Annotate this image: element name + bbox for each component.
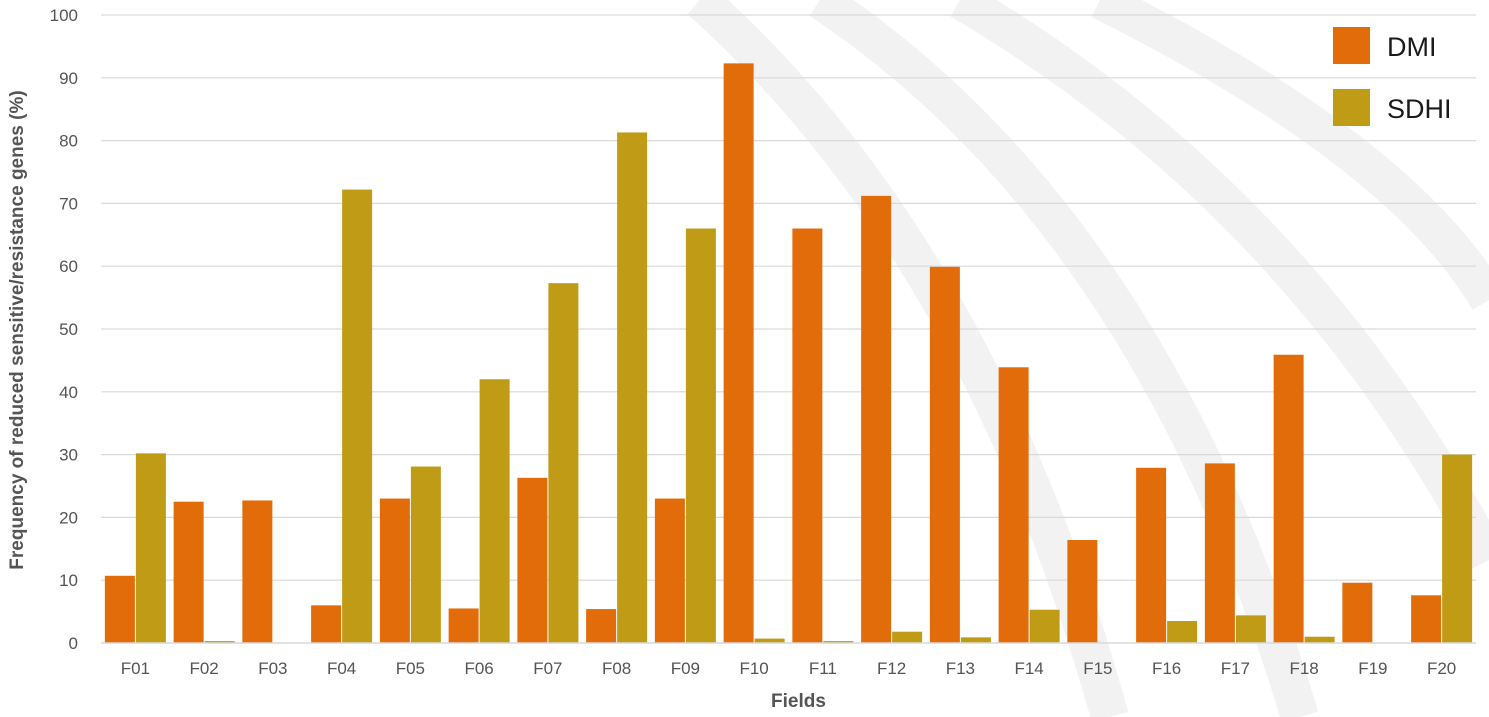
bars	[104, 63, 1473, 644]
legend-swatch-sdhi	[1333, 89, 1370, 126]
legend-label-dmi: DMI	[1387, 32, 1437, 62]
x-tick-label: F18	[1289, 659, 1318, 678]
x-axis-title: Fields	[771, 691, 826, 712]
x-tick-label: F14	[1014, 659, 1043, 678]
bar-sdhi-f06	[479, 379, 510, 643]
x-tick-label: F16	[1152, 659, 1181, 678]
bar-dmi-f19	[1342, 582, 1373, 643]
watermark-arc	[950, 0, 1489, 569]
bar-sdhi-f12	[892, 631, 923, 643]
bar-dmi-f06	[448, 608, 479, 643]
x-tick-label: F05	[396, 659, 425, 678]
watermark-arc	[687, 0, 1129, 717]
bar-dmi-f18	[1273, 354, 1304, 643]
x-tick-label: F04	[327, 659, 356, 678]
watermark-arc	[809, 0, 1319, 717]
bar-dmi-f05	[379, 498, 410, 643]
y-tick-label: 30	[59, 446, 78, 465]
bar-dmi-f03	[242, 500, 273, 643]
bar-sdhi-f11	[823, 641, 854, 643]
bar-dmi-f16	[1136, 467, 1167, 643]
bar-sdhi-f14	[1029, 609, 1060, 643]
bar-sdhi-f07	[548, 283, 579, 643]
bar-dmi-f20	[1411, 595, 1442, 643]
bar-dmi-f07	[517, 477, 548, 643]
y-tick-label: 0	[69, 634, 78, 653]
bar-dmi-f13	[929, 266, 960, 643]
x-tick-label: F01	[121, 659, 150, 678]
bar-sdhi-f08	[617, 132, 648, 643]
x-tick-label: F07	[533, 659, 562, 678]
x-tick-label: F03	[258, 659, 287, 678]
x-axis-ticks: F01 F02 F03 F04 F05 F06 F07 F08 F09 F10 F11 F12 F13 F…	[121, 659, 1457, 678]
legend: DMI SDHI	[1333, 27, 1452, 126]
bar-dmi-f02	[173, 501, 204, 643]
bar-sdhi-f02	[204, 641, 235, 643]
y-tick-label: 40	[59, 383, 78, 402]
bar-dmi-f09	[654, 498, 685, 643]
bar-sdhi-f17	[1235, 615, 1266, 643]
bar-dmi-f11	[792, 228, 823, 643]
bar-sdhi-f10	[754, 638, 785, 643]
x-tick-label: F17	[1221, 659, 1250, 678]
bar-sdhi-f05	[410, 466, 441, 643]
bar-sdhi-f01	[135, 453, 166, 643]
y-tick-label: 100	[50, 6, 78, 25]
x-tick-label: F11	[809, 659, 837, 678]
x-tick-label: F09	[671, 659, 700, 678]
bar-dmi-f10	[723, 63, 754, 643]
x-tick-label: F02	[189, 659, 218, 678]
bar-dmi-f12	[861, 195, 892, 643]
bar-sdhi-f09	[685, 228, 716, 643]
x-tick-label: F12	[877, 659, 906, 678]
bar-dmi-f14	[998, 367, 1029, 643]
y-tick-label: 70	[59, 194, 78, 213]
y-axis-title: Frequency of reduced sensitive/resistanc…	[7, 90, 28, 569]
gridlines	[101, 14, 1476, 581]
x-tick-label: F19	[1358, 659, 1387, 678]
bar-dmi-f17	[1204, 463, 1235, 643]
x-tick-label: F20	[1427, 659, 1456, 678]
legend-label-sdhi: SDHI	[1387, 94, 1452, 124]
bar-sdhi-f16	[1167, 621, 1198, 643]
legend-swatch-dmi	[1333, 27, 1370, 64]
y-tick-label: 20	[59, 508, 78, 527]
watermark-arc	[1091, 0, 1489, 310]
x-tick-label: F13	[946, 659, 975, 678]
bar-dmi-f04	[311, 605, 342, 643]
bar-sdhi-f18	[1304, 636, 1335, 643]
y-axis-ticks: 0 10 20 30 40 50 60 70 80 90 100	[50, 6, 78, 653]
x-tick-label: F15	[1083, 659, 1112, 678]
bar-sdhi-f13	[960, 637, 991, 643]
y-tick-label: 50	[59, 320, 78, 339]
x-tick-label: F10	[739, 659, 768, 678]
x-tick-label: F08	[602, 659, 631, 678]
bar-dmi-f15	[1067, 540, 1098, 643]
y-tick-label: 80	[59, 132, 78, 151]
bar-dmi-f08	[586, 609, 617, 643]
bar-dmi-f01	[104, 575, 135, 643]
y-tick-label: 10	[59, 571, 78, 590]
y-tick-label: 90	[59, 69, 78, 88]
bar-sdhi-f20	[1442, 454, 1473, 643]
x-tick-label: F06	[464, 659, 493, 678]
y-tick-label: 60	[59, 257, 78, 276]
bar-sdhi-f04	[342, 189, 373, 644]
